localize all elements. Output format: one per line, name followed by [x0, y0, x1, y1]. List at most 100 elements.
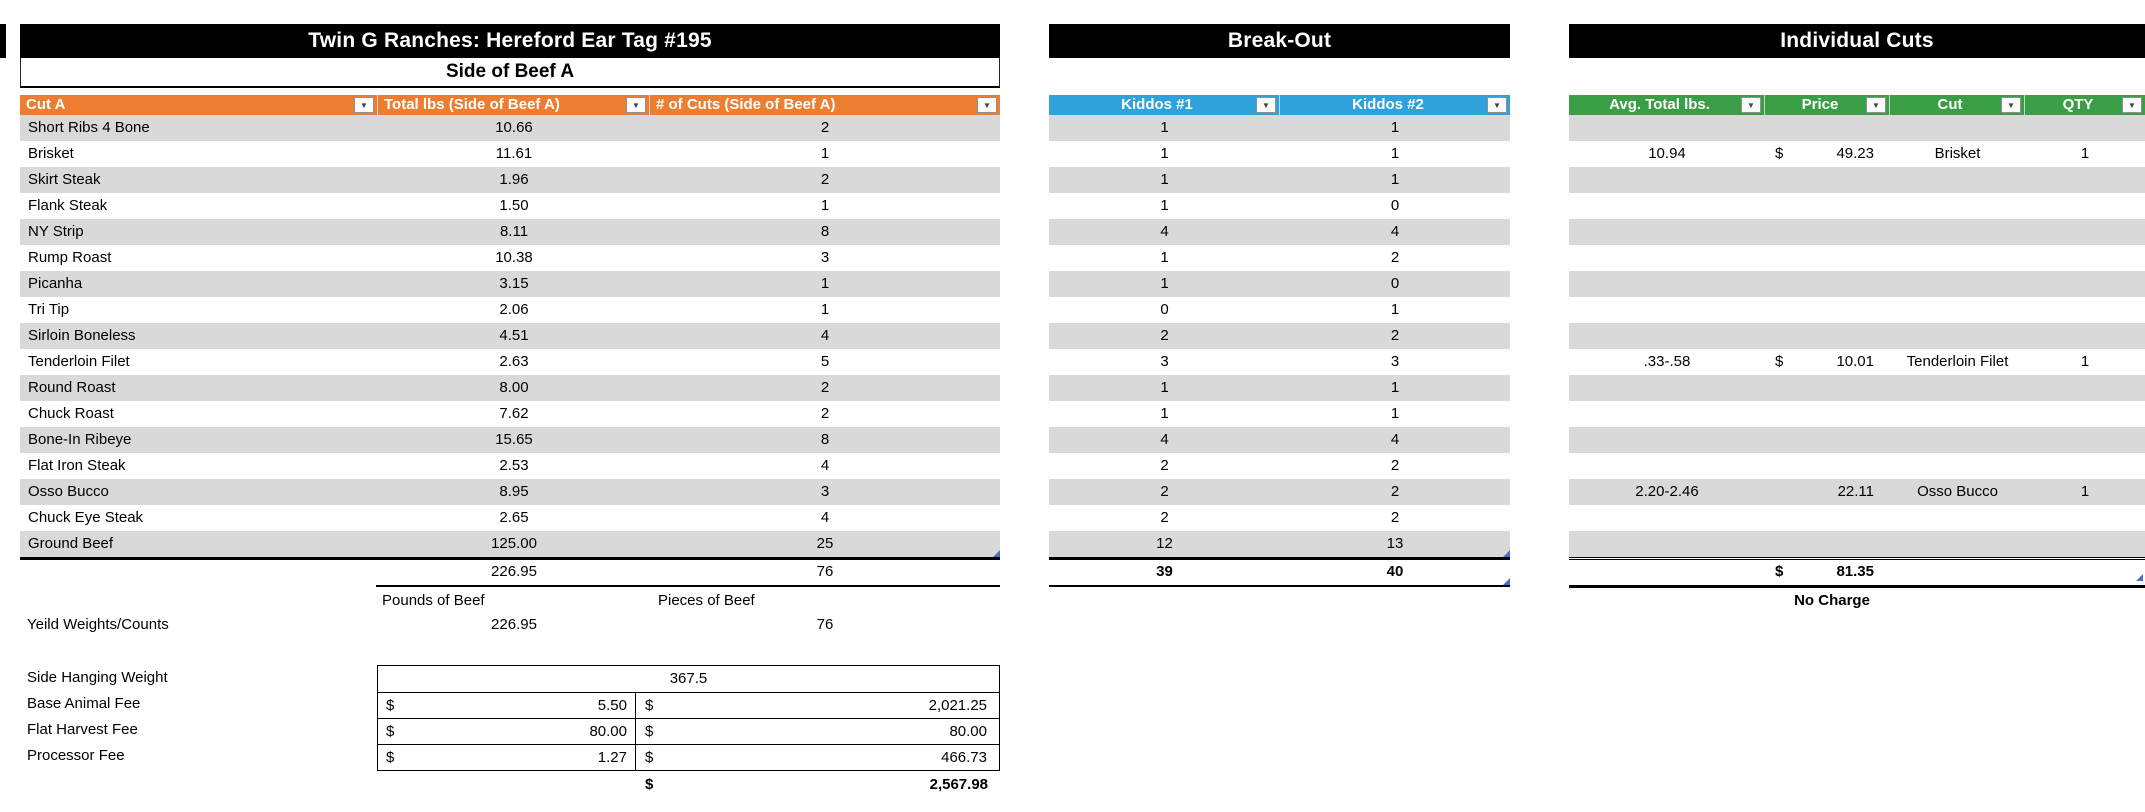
cut-name-cell[interactable] [1890, 427, 2025, 453]
price-cell[interactable] [1765, 427, 1890, 453]
cut-cell[interactable]: Tri Tip [28, 301, 70, 318]
no-charge-note[interactable]: No Charge [1794, 592, 1870, 609]
header-kiddos-2[interactable]: Kiddos #2 ▼ [1280, 95, 1510, 115]
price-cell[interactable]: 22.11 [1765, 479, 1890, 505]
price-cell[interactable] [1765, 271, 1890, 297]
avg-lbs-cell[interactable] [1569, 115, 1765, 141]
qty-cell[interactable] [2025, 453, 2145, 479]
kiddos-1-cell[interactable]: 2 [1160, 457, 1169, 474]
qty-cell[interactable] [2025, 167, 2145, 193]
filter-dropdown-icon[interactable]: ▼ [1866, 97, 1886, 113]
kiddos-1-cell[interactable]: 1 [1160, 275, 1169, 292]
avg-lbs-cell[interactable]: 2.20-2.46 [1635, 483, 1699, 500]
kiddos-2-cell[interactable]: 0 [1390, 197, 1400, 214]
yield-label[interactable]: Yeild Weights/Counts [27, 616, 169, 633]
qty-cell[interactable]: 1 [2080, 145, 2090, 162]
cut-cell[interactable]: Skirt Steak [28, 171, 101, 188]
table-resize-handle[interactable] [993, 550, 1000, 557]
processor-fee-rate-cell[interactable]: $ 1.27 [378, 745, 636, 770]
lbs-cell[interactable]: 1.50 [499, 197, 529, 214]
processor-fee-label[interactable]: Processor Fee [27, 747, 125, 764]
count-cell[interactable]: 25 [816, 535, 834, 552]
kiddos-1-cell[interactable]: 0 [1160, 301, 1169, 318]
yield-pieces-value[interactable]: 76 [816, 616, 834, 633]
qty-cell[interactable] [2025, 375, 2145, 401]
header-price[interactable]: Price ▼ [1765, 95, 1890, 115]
avg-lbs-cell[interactable] [1569, 453, 1765, 479]
kiddos-1-cell[interactable]: 4 [1160, 223, 1169, 240]
price-cell[interactable] [1765, 505, 1890, 531]
avg-lbs-cell[interactable] [1569, 271, 1765, 297]
kiddos-1-cell[interactable]: 2 [1160, 327, 1169, 344]
kiddos-1-cell[interactable]: 2 [1160, 509, 1169, 526]
kiddos-2-cell[interactable]: 1 [1390, 405, 1400, 422]
flat-harvest-fee-rate-cell[interactable]: $ 80.00 [378, 719, 636, 744]
kiddos-2-cell[interactable]: 3 [1390, 353, 1400, 370]
kiddos-1-cell[interactable]: 1 [1160, 405, 1169, 422]
qty-cell[interactable]: 1 [2080, 483, 2090, 500]
count-cell[interactable]: 1 [820, 275, 830, 292]
qty-cell[interactable] [2025, 505, 2145, 531]
flat-harvest-fee-amount-cell[interactable]: $ 80.00 [636, 719, 999, 744]
kiddos-2-cell[interactable]: 0 [1390, 275, 1400, 292]
break-out-title[interactable]: Break-Out [1049, 24, 1510, 58]
base-animal-fee-label[interactable]: Base Animal Fee [27, 695, 141, 712]
price-cell[interactable] [1765, 193, 1890, 219]
kiddos-1-cell[interactable]: 1 [1160, 197, 1169, 214]
base-animal-fee-amount-cell[interactable]: $ 2,021.25 [636, 693, 999, 718]
processor-fee-amount-cell[interactable]: $ 466.73 [636, 745, 999, 770]
lbs-cell[interactable]: 2.65 [499, 509, 529, 526]
kiddos-2-cell[interactable]: 1 [1390, 171, 1400, 188]
cut-name-cell[interactable] [1890, 245, 2025, 271]
cut-cell[interactable]: Short Ribs 4 Bone [28, 119, 150, 136]
kiddos-1-cell[interactable]: 12 [1156, 535, 1173, 552]
price-cell[interactable] [1765, 453, 1890, 479]
count-cell[interactable]: 1 [820, 301, 830, 318]
price-cell[interactable] [1765, 375, 1890, 401]
filter-dropdown-icon[interactable]: ▼ [2122, 97, 2142, 113]
kiddos-2-cell[interactable]: 4 [1390, 431, 1400, 448]
cut-cell[interactable]: Bone-In Ribeye [28, 431, 132, 448]
filter-dropdown-icon[interactable]: ▼ [626, 97, 646, 113]
pounds-of-beef-label[interactable]: Pounds of Beef [382, 592, 485, 609]
kiddos-2-cell[interactable]: 2 [1390, 509, 1400, 526]
count-cell[interactable]: 1 [820, 145, 830, 162]
avg-lbs-cell[interactable] [1569, 297, 1765, 323]
header-qty[interactable]: QTY ▼ [2025, 95, 2145, 115]
qty-cell[interactable]: 1 [2080, 353, 2090, 370]
kiddos-2-cell[interactable]: 1 [1390, 145, 1400, 162]
lbs-cell[interactable]: 4.51 [499, 327, 529, 344]
table-resize-handle[interactable] [2136, 574, 2143, 581]
price-cell[interactable] [1765, 167, 1890, 193]
filter-dropdown-icon[interactable]: ▼ [2001, 97, 2021, 113]
kiddos-2-cell[interactable]: 1 [1390, 301, 1400, 318]
cut-cell[interactable]: Osso Bucco [28, 483, 109, 500]
qty-cell[interactable] [2025, 297, 2145, 323]
cut-cell[interactable]: Ground Beef [28, 535, 114, 552]
kiddos-2-cell[interactable]: 2 [1390, 327, 1400, 344]
count-cell[interactable]: 2 [820, 405, 830, 422]
lbs-cell[interactable]: 2.06 [499, 301, 529, 318]
lbs-cell[interactable]: 15.65 [495, 431, 533, 448]
side-a-title[interactable]: Twin G Ranches: Hereford Ear Tag #195 [20, 24, 1000, 58]
price-cell[interactable] [1765, 323, 1890, 349]
cut-cell[interactable]: NY Strip [28, 223, 84, 240]
count-cell[interactable]: 2 [820, 119, 830, 136]
pieces-of-beef-label[interactable]: Pieces of Beef [658, 592, 755, 609]
avg-lbs-cell[interactable]: 10.94 [1648, 145, 1686, 162]
lbs-cell[interactable]: 8.11 [499, 223, 529, 240]
lbs-cell[interactable]: 10.38 [495, 249, 533, 266]
cut-name-cell[interactable] [1890, 505, 2025, 531]
lbs-cell[interactable]: 1.96 [499, 171, 529, 188]
lbs-cell[interactable]: 11.61 [495, 145, 533, 162]
avg-lbs-cell[interactable]: .33-.58 [1643, 353, 1691, 370]
lbs-cell[interactable]: 10.66 [495, 119, 533, 136]
cut-cell[interactable]: Flat Iron Steak [28, 457, 126, 474]
header-total-lbs[interactable]: Total lbs (Side of Beef A) ▼ [378, 95, 650, 115]
price-cell[interactable] [1765, 245, 1890, 271]
lbs-cell[interactable]: 2.53 [499, 457, 529, 474]
avg-lbs-cell[interactable] [1569, 375, 1765, 401]
flat-harvest-fee-label[interactable]: Flat Harvest Fee [27, 721, 138, 738]
cut-cell[interactable]: Picanha [28, 275, 83, 292]
price-cell[interactable] [1765, 401, 1890, 427]
